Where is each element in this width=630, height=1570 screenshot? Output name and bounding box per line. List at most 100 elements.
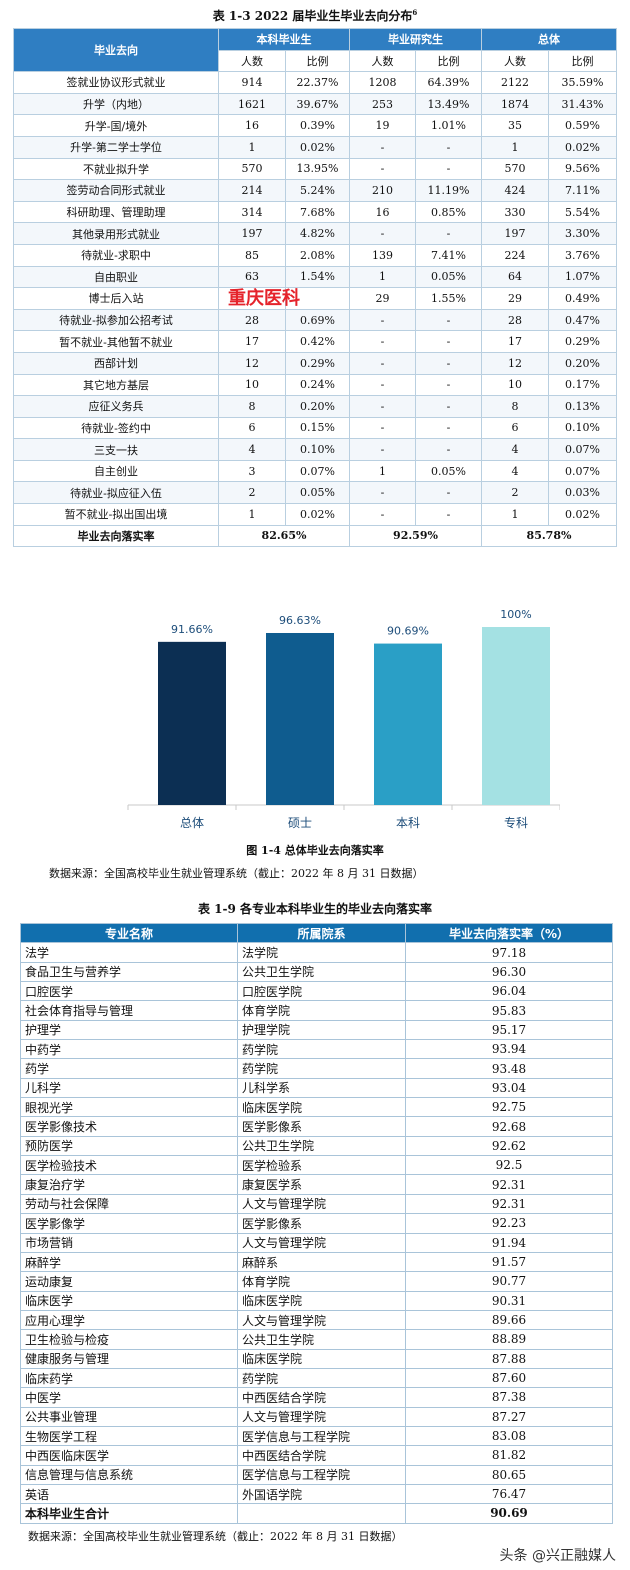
table-row: 康复治疗学 康复医学系 92.31 — [20, 1174, 613, 1195]
table-row: 签就业协议形式就业 914 22.37% 1208 64.39% 2122 35.59% — [13, 71, 617, 94]
category-label: 本科 — [396, 816, 420, 830]
table-cell: - — [349, 503, 416, 526]
table-cell: 1.54% — [285, 265, 350, 289]
table-row: 临床医学 临床医学院 90.31 — [20, 1290, 613, 1311]
department-name: 人文与管理学院 — [237, 1193, 406, 1215]
destination-label: 升学-国/境外 — [13, 114, 219, 137]
table-cell: 9.56% — [548, 157, 617, 181]
table-cell: 31.43% — [548, 92, 617, 116]
major-name: 康复治疗学 — [20, 1174, 238, 1195]
table-cell: 0.47% — [548, 308, 617, 332]
table-cell: - — [415, 135, 482, 159]
subheader-count: 人数 — [218, 49, 286, 73]
total-row: 本科毕业生合计 90.69 — [20, 1503, 613, 1524]
table-cell: 3 — [218, 459, 286, 483]
placement-rate: 91.57 — [405, 1251, 613, 1273]
table-cell: 424 — [481, 179, 549, 202]
table-cell: 0.24% — [285, 373, 350, 397]
table-cell: - — [349, 135, 416, 159]
bar-1 — [266, 632, 334, 805]
table13-caption: 表 1-3 2022 届毕业生毕业去向分布6 — [212, 8, 418, 23]
department-name: 麻醉系 — [237, 1251, 406, 1273]
destination-label: 西部计划 — [13, 351, 219, 375]
table-cell: 8 — [218, 395, 286, 418]
placement-rate: 96.04 — [405, 981, 613, 1002]
bar-chart-placement-rate: 91.66% 总体 96.63% 硕士 90.69% 本科 100% 专科 — [127, 608, 560, 830]
table-cell: 210 — [349, 179, 416, 202]
header-rate: 毕业去向落实率（%） — [405, 922, 613, 944]
placement-rate: 89.66 — [405, 1309, 613, 1331]
table-cell: 1.01% — [415, 114, 482, 137]
placement-rate: 93.48 — [405, 1058, 613, 1079]
table-row: 医学影像学 医学影像系 92.23 — [20, 1213, 613, 1234]
major-name: 药学 — [20, 1058, 238, 1079]
table-cell: 39.67% — [285, 92, 350, 116]
placement-rate: 87.38 — [405, 1387, 613, 1408]
table-cell — [218, 287, 286, 310]
destination-label: 待就业-拟应征入伍 — [13, 481, 219, 505]
department-name: 体育学院 — [237, 1000, 406, 1021]
header-major: 专业名称 — [20, 922, 238, 944]
table-row: 卫生检验与检疫 公共卫生学院 88.89 — [20, 1329, 613, 1350]
table19-major-placement-rate: 专业名称 所属院系 毕业去向落实率（%） 法学 法学院 97.18 食品卫生与营养学公… — [20, 922, 613, 1524]
major-name: 运动康复 — [20, 1271, 238, 1292]
department-name: 外国语学院 — [237, 1483, 406, 1505]
table-cell: 0.13% — [548, 395, 617, 418]
table-cell: 8 — [481, 395, 549, 418]
major-name: 英语 — [20, 1483, 238, 1505]
department-name: 公共卫生学院 — [237, 961, 406, 983]
table-cell: - — [349, 481, 416, 505]
major-name: 劳动与社会保障 — [20, 1193, 238, 1215]
header-destination: 毕业去向 — [13, 27, 219, 73]
destination-label: 自主创业 — [13, 459, 219, 483]
table-cell: 13.95% — [285, 157, 350, 181]
placement-rate: 88.89 — [405, 1329, 613, 1350]
department-name: 人文与管理学院 — [237, 1232, 406, 1253]
destination-label: 升学-第二学士学位 — [13, 135, 219, 159]
table-cell: - — [415, 373, 482, 397]
placement-rate: 93.94 — [405, 1039, 613, 1060]
bar-2 — [374, 643, 442, 805]
major-name: 护理学 — [20, 1019, 238, 1041]
destination-label: 科研助理、管理助理 — [13, 200, 219, 224]
major-name: 眼视光学 — [20, 1097, 238, 1118]
table-row: 公共事业管理 人文与管理学院 87.27 — [20, 1406, 613, 1427]
major-name: 麻醉学 — [20, 1251, 238, 1273]
department-name: 临床医学院 — [237, 1348, 406, 1369]
table-cell: 12 — [218, 351, 286, 375]
table-row: 签劳动合同形式就业 214 5.24% 210 11.19% 424 7.11% — [13, 179, 617, 202]
table-cell: 63 — [218, 265, 286, 289]
subheader-ratio: 比例 — [415, 49, 482, 73]
table-row: 医学检验技术 医学检验系 92.5 — [20, 1155, 613, 1176]
department-name: 口腔医学院 — [237, 981, 406, 1002]
table-row: 待就业-签约中 6 0.15% - -6 0.10% — [13, 416, 617, 440]
table-row: 升学（内地） 1621 39.67% 253 13.49% 1874 31.43% — [13, 92, 617, 116]
table-cell: 914 — [218, 71, 286, 94]
table-cell: 6 — [218, 416, 286, 440]
destination-label: 待就业-签约中 — [13, 416, 219, 440]
table13-employment-destination: 毕业去向 本科毕业生 毕业研究生 总体 人数 比例 人数 比例 人数 比例 签就业协议形式… — [13, 27, 617, 548]
table-cell: 2122 — [481, 71, 549, 94]
total-value: 92.59% — [349, 524, 482, 548]
table-row: 不就业拟升学 570 13.95% - -570 9.56% — [13, 157, 617, 181]
table-row: 其它地方基层 10 0.24% - -10 0.17% — [13, 373, 617, 397]
table-row: 医学影像技术 医学影像系 92.68 — [20, 1116, 613, 1137]
table-cell: - — [349, 351, 416, 375]
placement-rate: 87.27 — [405, 1406, 613, 1427]
table-cell: 1 — [481, 503, 549, 526]
table-cell: 1 — [349, 459, 416, 483]
table-row: 升学-第二学士学位 1 0.02% - -1 0.02% — [13, 135, 617, 159]
table-cell: 197 — [218, 222, 286, 245]
department-name: 人文与管理学院 — [237, 1309, 406, 1331]
table-row: 博士后入站 29 1.55% 29 0.49% — [13, 287, 617, 310]
table-cell: 1208 — [349, 71, 416, 94]
major-name: 市场营销 — [20, 1232, 238, 1253]
table-cell: 0.07% — [548, 459, 617, 483]
category-label: 专科 — [504, 815, 528, 830]
table-cell: 330 — [481, 200, 549, 224]
destination-label: 暂不就业-拟出国出境 — [13, 503, 219, 526]
watermark-text: 重庆医科 — [228, 288, 300, 309]
table-cell: 22.37% — [285, 71, 350, 94]
placement-rate: 92.31 — [405, 1174, 613, 1195]
table-cell: 1874 — [481, 92, 549, 116]
